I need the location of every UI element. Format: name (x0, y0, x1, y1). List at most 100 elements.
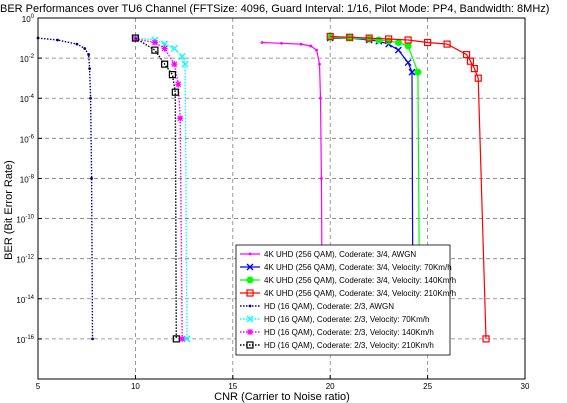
point-marker (248, 252, 252, 256)
circle-marker (404, 42, 412, 50)
legend-item: HD (16 QAM), Coderate: 2/3, Velocity: 21… (240, 341, 434, 350)
legend: 4K UHD (256 QAM), Coderate: 3/4, AWGN 4K … (235, 244, 456, 356)
x-marker (246, 315, 254, 323)
series-group (326, 32, 490, 343)
y-tick-exponent: -6 (29, 134, 35, 140)
legend-item: 4K UHD (256 QAM), Coderate: 3/4, Velocit… (240, 263, 452, 272)
y-tick-exponent: 0 (31, 14, 35, 20)
star-marker (161, 45, 168, 52)
series-group (260, 41, 324, 341)
legend-item: HD (16 QAM), Coderate: 2/3, Velocity: 14… (240, 328, 434, 337)
legend-item: HD (16 QAM), Coderate: 2/3, Velocity: 70… (240, 315, 429, 324)
legend-label: HD (16 QAM), Coderate: 2/3, Velocity: 14… (264, 328, 434, 337)
square-marker (424, 38, 432, 47)
y-tick-label: 10-12 (16, 255, 34, 265)
star-marker (175, 81, 182, 88)
star-marker (179, 335, 186, 342)
circle-marker (394, 39, 402, 47)
point-marker (75, 42, 79, 46)
square-marker (470, 64, 478, 73)
x-tick-label: 10 (131, 382, 140, 391)
x-tick-label: 25 (423, 382, 432, 391)
x-axis-label: CNR (Carrier to Noise ratio) (214, 391, 350, 403)
point-marker (320, 177, 323, 180)
square-marker (466, 57, 475, 65)
legend-item: HD (16 QAM), Coderate: 2/3, AWGN (240, 302, 394, 311)
y-tick-exponent: -8 (29, 174, 35, 180)
series-line (37, 37, 94, 339)
square-marker (326, 32, 334, 41)
y-tick-exponent: -10 (25, 215, 34, 221)
point-marker (89, 96, 92, 100)
y-tick-label: 10-4 (20, 94, 35, 104)
plot-area-frame (37, 17, 526, 380)
y-tick-base: 10 (22, 15, 31, 24)
point-marker (91, 337, 94, 341)
square-marker (246, 341, 254, 349)
point-marker (87, 53, 91, 56)
y-tick-base: 10 (20, 55, 29, 64)
point-marker (56, 38, 59, 42)
square-marker (482, 335, 490, 343)
y-axis-label: BER (Bit Error Rate) (3, 160, 15, 260)
point-marker (315, 48, 318, 52)
star-marker (171, 61, 178, 68)
x-tick-label: 5 (36, 382, 41, 391)
star-marker (247, 329, 253, 335)
square-marker (161, 60, 169, 68)
square-marker (474, 74, 482, 82)
series-group (36, 36, 94, 341)
y-tick-base: 10 (16, 216, 25, 225)
legend-label: HD (16 QAM), Coderate: 2/3, Velocity: 21… (264, 341, 434, 350)
chart-title: BER Performances over TU6 Channel (FFTSi… (0, 3, 549, 15)
square-marker (168, 71, 177, 79)
square-marker (151, 46, 159, 54)
y-tick-exponent: -14 (25, 295, 34, 301)
x-marker (170, 45, 178, 53)
x-marker (181, 60, 189, 68)
x-marker (183, 335, 191, 343)
circle-marker (414, 68, 422, 76)
y-tick-base: 10 (20, 135, 29, 144)
y-tick-exponent: -12 (25, 255, 34, 261)
x-marker (178, 53, 186, 61)
x-marker (408, 68, 416, 76)
point-marker (90, 177, 93, 180)
y-tick-base: 10 (16, 296, 25, 305)
legend-item: 4K UHD (256 QAM), Coderate: 3/4, AWGN (240, 250, 416, 259)
y-tick-base: 10 (16, 256, 25, 265)
point-marker (280, 41, 283, 45)
legend-label: 4K UHD (256 QAM), Coderate: 3/4, Velocit… (264, 276, 456, 285)
star-marker (132, 35, 139, 42)
y-tick-label: 10-8 (20, 174, 35, 184)
y-tick-label: 100 (22, 14, 35, 24)
series-line (135, 38, 183, 339)
star-marker (177, 115, 184, 122)
square-marker (246, 289, 254, 297)
y-tick-base: 10 (20, 95, 29, 104)
x-tick-label: 30 (521, 382, 530, 391)
point-marker (309, 44, 313, 48)
y-tick-label: 10-6 (20, 134, 35, 144)
y-tick-exponent: -16 (25, 335, 34, 341)
square-marker (346, 33, 354, 41)
x-tick-label: 20 (326, 382, 335, 391)
legend-label: HD (16 QAM), Coderate: 2/3, Velocity: 70… (264, 315, 429, 324)
legend-item: 4K UHD (256 QAM), Coderate: 3/4, Velocit… (240, 289, 456, 298)
square-marker (385, 35, 393, 43)
series-line (135, 37, 177, 339)
y-tick-label: 10-16 (16, 335, 34, 345)
series-group (131, 34, 180, 343)
square-marker (172, 335, 180, 343)
y-tick-exponent: -4 (29, 94, 35, 100)
y-tick-exponent: -2 (29, 54, 35, 60)
star-marker (151, 39, 158, 46)
square-marker (443, 40, 451, 48)
x-marker (246, 263, 254, 271)
legend-label: 4K UHD (256 QAM), Coderate: 3/4, AWGN (264, 250, 416, 259)
square-marker (462, 50, 471, 59)
point-marker (88, 67, 92, 70)
y-tick-base: 10 (16, 336, 25, 345)
